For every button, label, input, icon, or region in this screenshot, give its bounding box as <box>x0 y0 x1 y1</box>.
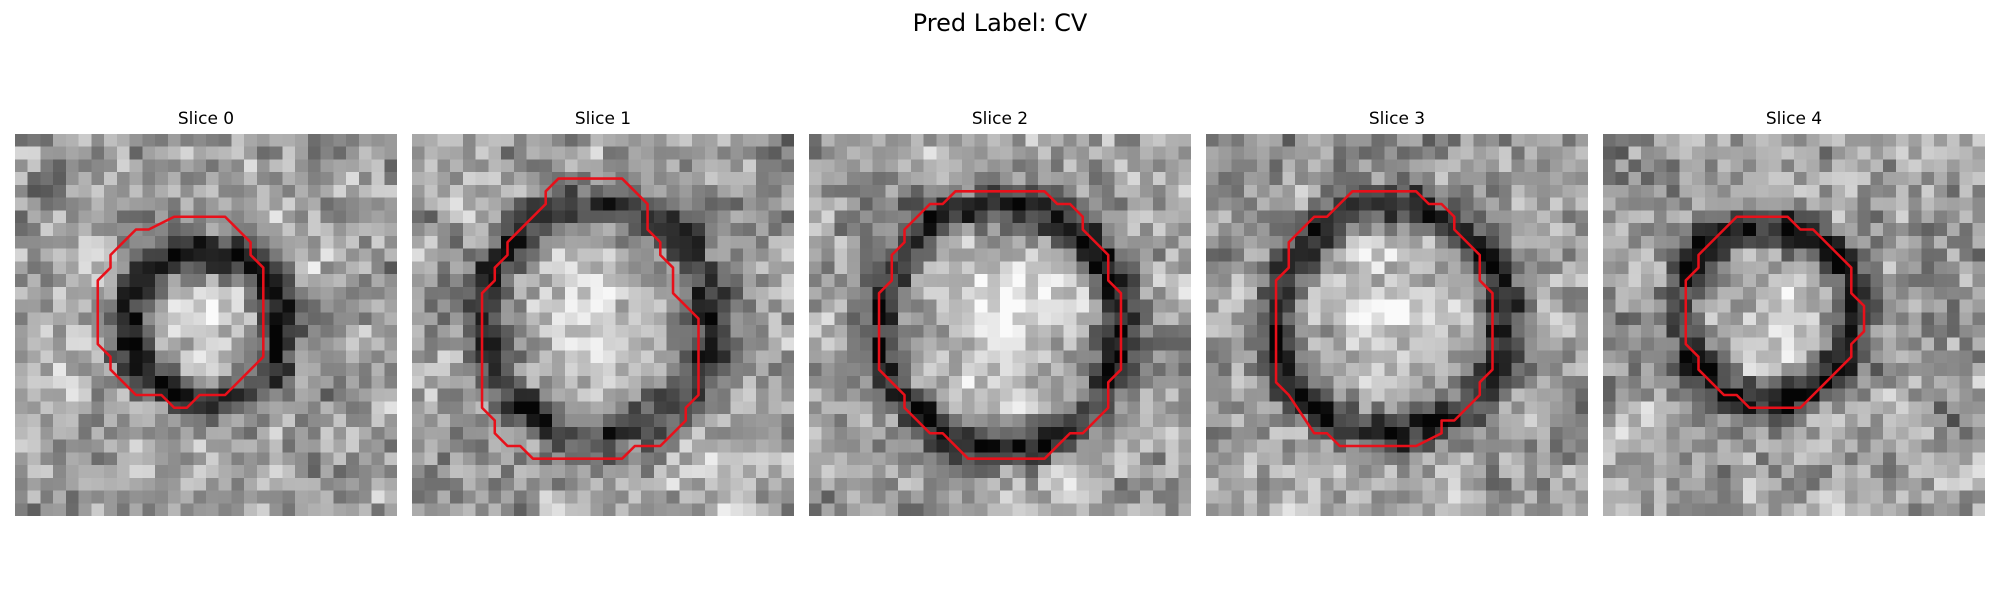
slice-title: Slice 0 <box>177 109 235 129</box>
slice-title: Slice 2 <box>971 109 1029 129</box>
slice-panel-4: Slice 4 <box>1603 0 1985 600</box>
slice-title: Slice 3 <box>1368 109 1426 129</box>
slice-panel-3: Slice 3 <box>1206 0 1588 600</box>
slice-image <box>15 134 397 516</box>
slice-panel-2: Slice 2 <box>809 0 1191 600</box>
slice-image <box>1603 134 1985 516</box>
slice-image <box>809 134 1191 516</box>
slice-title: Slice 4 <box>1765 109 1823 129</box>
figure-title: Pred Label: CV <box>912 9 1088 37</box>
slice-panel-0: Slice 0 <box>15 0 397 600</box>
segmentation-contour <box>96 215 265 410</box>
segmentation-contour <box>877 190 1123 460</box>
slice-image <box>412 134 794 516</box>
slice-image <box>1206 134 1588 516</box>
slice-panel-1: Slice 1 <box>412 0 794 600</box>
segmentation-contour <box>1684 215 1866 410</box>
slice-title: Slice 1 <box>574 109 632 129</box>
segmentation-contour <box>1274 190 1494 448</box>
segmentation-contour <box>480 177 700 460</box>
